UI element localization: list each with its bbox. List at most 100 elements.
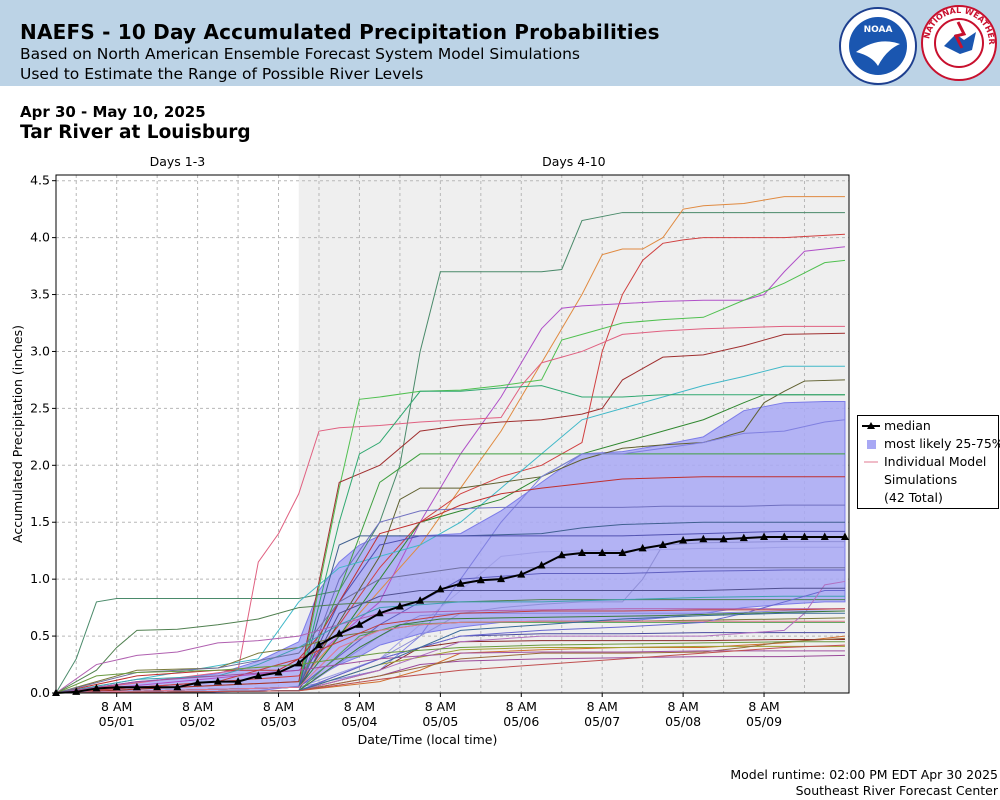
y-tick-label: 1.5 <box>30 514 50 529</box>
subtitle-line-1: Based on North American Ensemble Forecas… <box>20 45 580 63</box>
plot-frame <box>55 174 850 694</box>
period-label: Days 4-10 <box>542 154 606 169</box>
x-tick-label-time: 8 AM <box>101 699 132 714</box>
member-series-15 <box>55 521 845 694</box>
period-label: Days 1-3 <box>150 154 206 169</box>
noaa-logo-icon[interactable]: NOAA <box>838 6 918 86</box>
gridlines <box>56 175 849 693</box>
legend-members-label-1: Individual Model <box>884 454 987 469</box>
median-point <box>314 640 323 649</box>
member-series-32 <box>55 580 846 694</box>
x-tick-label-time: 8 AM <box>748 699 779 714</box>
x-axis-label: Date/Time (local time) <box>358 732 498 747</box>
x-tick-label-date: 05/01 <box>99 714 135 729</box>
y-tick-label: 0.5 <box>30 628 50 643</box>
median-point <box>234 677 243 685</box>
member-series-28 <box>55 621 845 694</box>
noaa-logo-text: NOAA <box>864 25 893 35</box>
x-tick-label-time: 8 AM <box>263 699 294 714</box>
precipitation-chart: 0.00.51.01.52.02.53.03.54.04.58 AM05/018… <box>10 154 850 747</box>
member-series-group <box>55 196 846 694</box>
member-series-8 <box>55 365 845 694</box>
member-series-42 <box>55 641 845 694</box>
y-tick-label: 3.0 <box>30 343 50 358</box>
median-point <box>375 608 384 617</box>
nws-logo-icon[interactable]: NATIONAL WEATHER SERVICE <box>920 4 998 82</box>
median-point <box>497 574 506 583</box>
header-banner: NAEFS - 10 Day Accumulated Precipitation… <box>0 0 1000 86</box>
median-point <box>800 532 809 541</box>
model-runtime: Model runtime: 02:00 PM EDT Apr 30 2025 <box>730 767 998 782</box>
median-point <box>699 534 708 543</box>
member-series-19 <box>55 569 845 694</box>
member-series-34 <box>55 610 845 694</box>
location-title: Tar River at Louisburg <box>20 122 251 143</box>
median-point <box>173 682 182 691</box>
y-tick-label: 0.0 <box>30 685 50 700</box>
legend-members-label-2: Simulations <box>884 472 958 487</box>
x-tick-label-date: 05/09 <box>746 714 782 729</box>
subtitle-line-2: Used to Estimate the Range of Possible R… <box>20 65 424 83</box>
x-tick-label-time: 8 AM <box>425 699 456 714</box>
median-point <box>132 682 141 691</box>
median-point <box>436 584 445 593</box>
median-point <box>92 683 101 692</box>
x-tick-label-date: 05/04 <box>341 714 377 729</box>
y-tick-label: 4.0 <box>30 230 50 245</box>
member-series-14 <box>55 504 845 694</box>
member-series-2 <box>55 196 845 694</box>
chart-legend: median most likely 25-75% Individual Mod… <box>857 415 1000 509</box>
median-point <box>153 682 162 691</box>
median-point <box>820 532 829 541</box>
median-point <box>780 532 789 541</box>
page-title: NAEFS - 10 Day Accumulated Precipitation… <box>20 20 660 44</box>
x-tick-label-date: 05/05 <box>422 714 458 729</box>
member-series-33 <box>55 587 845 694</box>
median-point <box>355 620 364 628</box>
x-tick-label-date: 05/07 <box>584 714 620 729</box>
x-tick-label-time: 8 AM <box>667 699 698 714</box>
median-point <box>112 682 121 691</box>
member-series-17 <box>55 541 845 694</box>
median-point <box>335 629 344 637</box>
median-point <box>638 543 647 552</box>
median-point <box>193 678 202 686</box>
x-tick-label-time: 8 AM <box>587 699 618 714</box>
member-series-16 <box>55 530 845 694</box>
median-point <box>658 540 667 548</box>
member-series-43 <box>55 644 845 694</box>
median-point <box>739 533 748 542</box>
y-tick-label: 2.0 <box>30 457 50 472</box>
y-tick-label: 2.5 <box>30 400 50 415</box>
x-tick-label-date: 05/06 <box>503 714 539 729</box>
member-series-35 <box>55 610 845 694</box>
member-series-31 <box>55 590 845 694</box>
member-series-7 <box>55 332 845 694</box>
median-point <box>598 548 607 556</box>
y-tick-label: 3.5 <box>30 287 50 302</box>
member-series-20 <box>55 476 845 694</box>
member-series-37 <box>55 567 845 694</box>
legend-band-swatch-icon <box>867 440 876 449</box>
member-series-6 <box>55 325 845 694</box>
y-axis-label: Accumulated Precipitation (inches) <box>10 325 25 543</box>
median-point <box>760 532 769 541</box>
legend-members-swatch-icon <box>864 461 878 463</box>
median-point <box>537 560 546 569</box>
legend-members-label-3: (42 Total) <box>884 490 943 505</box>
legend-median-label: median <box>884 418 931 433</box>
median-point <box>557 550 566 559</box>
legend-band-label: most likely 25-75% <box>884 436 1000 451</box>
legend-median-swatch-icon <box>862 422 880 429</box>
median-point <box>577 548 586 556</box>
y-tick-label: 1.0 <box>30 571 50 586</box>
median-point <box>517 570 526 578</box>
member-series-11 <box>55 385 845 694</box>
member-series-12 <box>55 453 845 694</box>
member-series-41 <box>55 612 845 694</box>
median-point <box>213 677 222 685</box>
median-point <box>294 658 303 667</box>
date-range: Apr 30 - May 10, 2025 <box>20 103 206 121</box>
x-tick-label-date: 05/08 <box>665 714 701 729</box>
median-point <box>719 534 728 543</box>
